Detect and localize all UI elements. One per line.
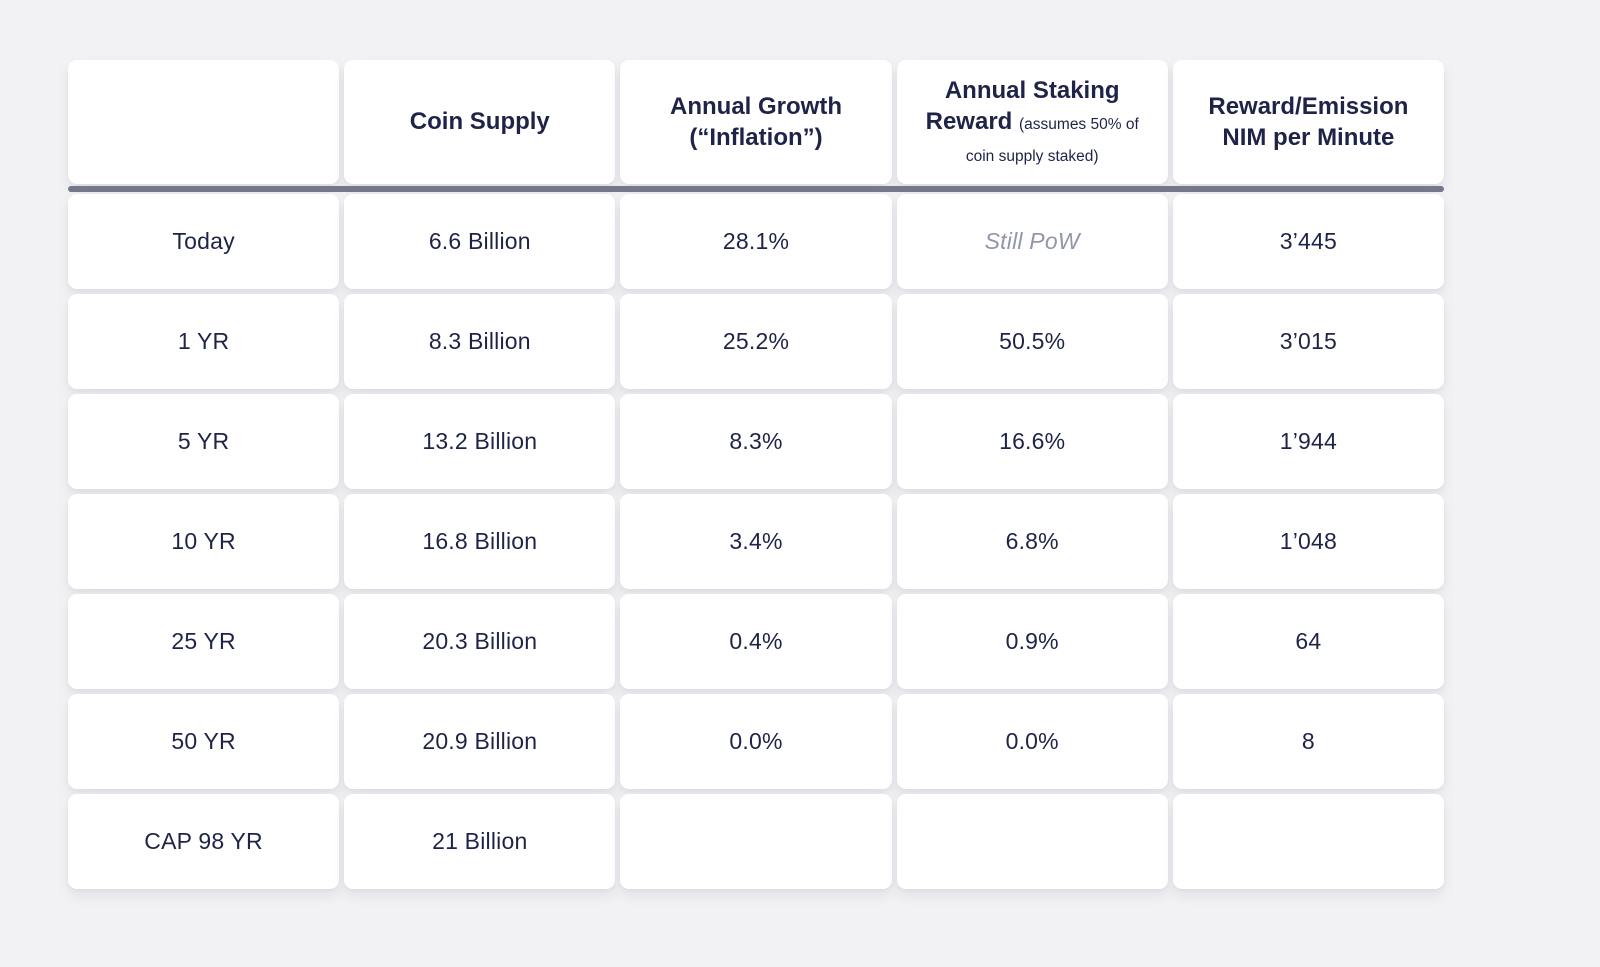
- header-cell-annual-growth: Annual Growth (“Inflation”): [620, 60, 892, 184]
- staking-reward-cell: 6.8%: [896, 494, 1168, 589]
- staking-reward-cell: 16.6%: [896, 394, 1168, 489]
- staking-reward-cell: Still PoW: [896, 194, 1168, 289]
- header-separator-bar: [68, 186, 1444, 192]
- coin-supply-cell: 20.3 Billion: [344, 594, 616, 689]
- period-cell: CAP 98 YR: [68, 794, 340, 889]
- annual-growth-cell: 3.4%: [620, 494, 892, 589]
- column-header-label: Coin Supply: [409, 108, 550, 136]
- column-header-label: Annual Staking Reward (assumes 50% of co…: [913, 75, 1152, 169]
- column-header-label: Annual Growth (“Inflation”): [670, 92, 842, 151]
- nim-per-minute-cell: 3’445: [1172, 194, 1444, 289]
- annual-growth-cell: 0.0%: [620, 694, 892, 789]
- coin-supply-cell: 21 Billion: [344, 794, 616, 889]
- annual-growth-cell: 25.2%: [620, 294, 892, 389]
- staking-reward-cell: 0.0%: [896, 694, 1168, 789]
- staking-reward-cell: 50.5%: [896, 294, 1168, 389]
- staking-reward-title: Annual Staking Reward: [925, 77, 1120, 136]
- period-cell: 5 YR: [68, 394, 340, 489]
- nim-per-minute-cell: 8: [1172, 694, 1444, 789]
- annual-growth-cell: 0.4%: [620, 594, 892, 689]
- column-header-label: Reward/Emission NIM per Minute: [1208, 92, 1409, 151]
- nim-per-minute-cell: 1’048: [1172, 494, 1444, 589]
- header-cell-empty: [68, 60, 340, 184]
- header-cell-staking-reward: Annual Staking Reward (assumes 50% of co…: [896, 60, 1168, 184]
- staking-reward-note: (assumes 50% of coin supply staked): [965, 116, 1139, 165]
- annual-growth-cell: 28.1%: [620, 194, 892, 289]
- staking-reward-cell: 0.9%: [896, 594, 1168, 689]
- nim-per-minute-cell: 3’015: [1172, 294, 1444, 389]
- emission-table: Coin Supply Annual Growth (“Inflation”) …: [68, 60, 1444, 889]
- coin-supply-cell: 6.6 Billion: [344, 194, 616, 289]
- nim-per-minute-cell: [1172, 794, 1444, 889]
- nim-per-minute-cell: 1’944: [1172, 394, 1444, 489]
- period-cell: 1 YR: [68, 294, 340, 389]
- annual-growth-cell: 8.3%: [620, 394, 892, 489]
- annual-growth-cell: [620, 794, 892, 889]
- coin-supply-cell: 8.3 Billion: [344, 294, 616, 389]
- period-cell: Today: [68, 194, 340, 289]
- header-cell-nim-per-minute: Reward/Emission NIM per Minute: [1172, 60, 1444, 184]
- coin-supply-cell: 16.8 Billion: [344, 494, 616, 589]
- header-cell-coin-supply: Coin Supply: [344, 60, 616, 184]
- coin-supply-cell: 20.9 Billion: [344, 694, 616, 789]
- period-cell: 10 YR: [68, 494, 340, 589]
- coin-supply-cell: 13.2 Billion: [344, 394, 616, 489]
- nim-per-minute-cell: 64: [1172, 594, 1444, 689]
- period-cell: 25 YR: [68, 594, 340, 689]
- staking-reward-cell: [896, 794, 1168, 889]
- period-cell: 50 YR: [68, 694, 340, 789]
